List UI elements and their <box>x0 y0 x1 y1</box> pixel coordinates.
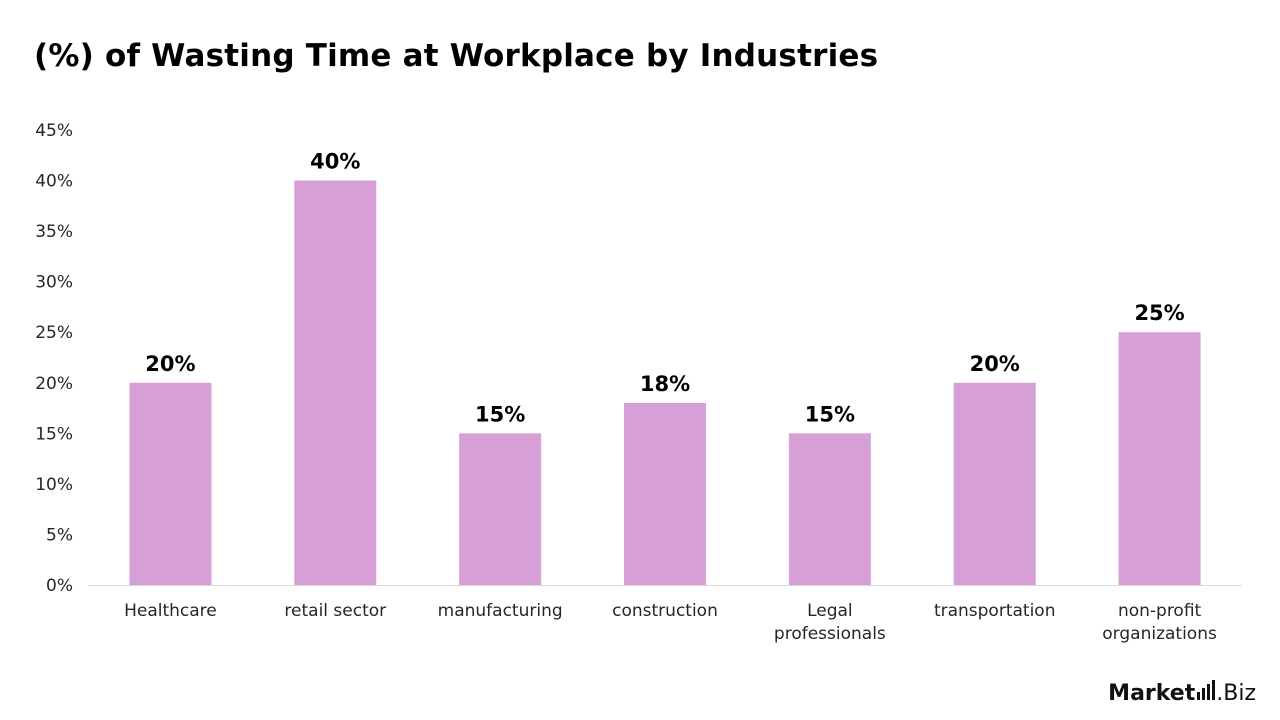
y-tick-label: 5% <box>46 525 73 545</box>
y-tick-label: 15% <box>35 424 73 444</box>
data-label: 25% <box>1134 301 1184 325</box>
data-labels-group: 20% 40% 15% 18% 15% 20% 25% <box>145 150 1184 427</box>
y-tick-label: 40% <box>35 172 73 192</box>
data-label: 15% <box>805 402 855 426</box>
y-axis-ticks: 0% 5% 10% 15% 20% 25% 30% 35% 40% 45% <box>35 121 73 596</box>
data-label: 40% <box>310 150 360 174</box>
chart-title: (%) of Wasting Time at Workplace by Indu… <box>34 38 879 74</box>
category-label: non-profit <box>1118 601 1202 621</box>
category-label: construction <box>612 601 718 621</box>
bar <box>294 180 377 586</box>
bars-logo-icon <box>1197 680 1216 700</box>
bar <box>624 403 706 585</box>
y-tick-label: 10% <box>35 475 73 495</box>
brand-name: Market <box>1108 681 1196 706</box>
bar <box>1118 332 1201 585</box>
data-label: 18% <box>640 372 690 396</box>
category-label: Healthcare <box>124 601 217 621</box>
category-label: retail sector <box>284 601 386 621</box>
y-tick-label: 30% <box>35 273 73 293</box>
data-label: 15% <box>475 402 525 426</box>
y-tick-label: 0% <box>46 576 73 596</box>
bar <box>788 433 871 585</box>
bars-group <box>129 180 1201 586</box>
category-label: transportation <box>934 601 1056 621</box>
y-tick-label: 45% <box>35 121 73 141</box>
data-label: 20% <box>145 352 195 376</box>
brand-logo: Market .Biz <box>1108 680 1256 706</box>
brand-suffix: .Biz <box>1216 681 1256 706</box>
category-label: professionals <box>774 624 886 644</box>
bar <box>953 382 1036 585</box>
bar <box>459 433 542 585</box>
y-tick-label: 25% <box>35 323 73 343</box>
category-label: Legal <box>807 601 853 621</box>
category-label: organizations <box>1102 624 1217 644</box>
y-tick-label: 35% <box>35 222 73 242</box>
category-label: manufacturing <box>438 601 563 621</box>
category-labels-group: Healthcare retail sector manufacturing cons… <box>124 601 1217 644</box>
bar <box>129 382 212 585</box>
y-tick-label: 20% <box>35 374 73 394</box>
data-label: 20% <box>970 352 1020 376</box>
